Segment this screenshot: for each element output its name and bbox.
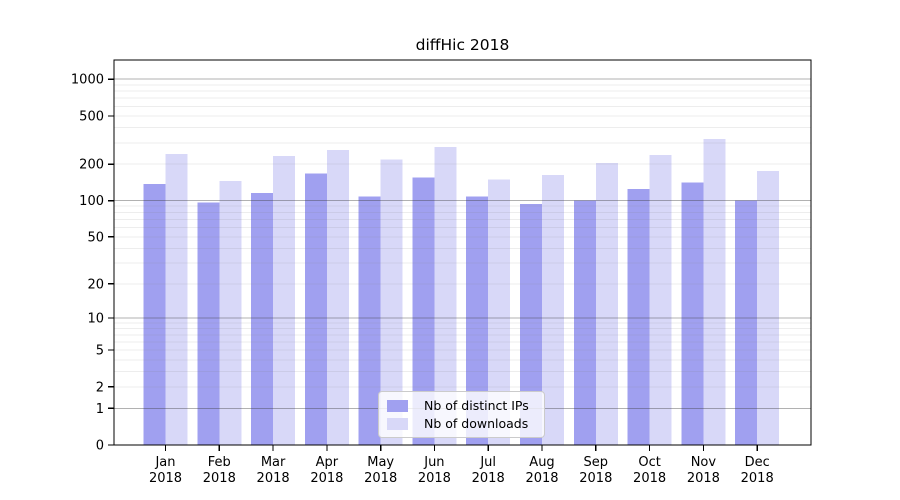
x-tick-label-apr: Apr 2018	[310, 455, 343, 486]
bar-dec-nb-of-downloads	[757, 171, 780, 445]
y-axis: 0 1 2 5 10 20 50 100 200 500 1000	[71, 73, 114, 454]
y-tick-label-20: 20	[87, 277, 104, 292]
bar-jan-nb-of-distinct-ips	[143, 184, 166, 445]
x-tick-label-dec: Dec 2018	[741, 455, 774, 486]
x-tick-label-sep: Sep 2018	[579, 455, 612, 486]
y-tick-label-50: 50	[87, 230, 104, 245]
plot-frame	[113, 59, 812, 446]
y-tick-label-1000: 1000	[71, 73, 104, 88]
y-tick-label-1: 1	[96, 402, 104, 417]
legend-item-distinct-ips: Nb of distinct IPs	[387, 398, 536, 413]
bar-jun-nb-of-downloads	[434, 146, 457, 445]
y-tick-label-200: 200	[79, 158, 104, 173]
bar-feb-nb-of-downloads	[219, 181, 242, 445]
x-tick-label-jun: Jun 2018	[418, 455, 451, 486]
bar-sep-nb-of-distinct-ips	[573, 200, 596, 445]
y-tick-label-10: 10	[87, 312, 104, 327]
bar-nov-nb-of-downloads	[703, 139, 726, 445]
chart-legend: Nb of distinct IPs Nb of downloads	[378, 391, 545, 438]
x-axis: Jan 2018 Feb 2018 Mar 2018 Apr 2018 May 2018 Jun 20…	[149, 445, 774, 486]
y-tick-label-100: 100	[79, 194, 104, 209]
x-tick-label-may: May 2018	[364, 455, 397, 486]
bar-jul-nb-of-downloads	[488, 179, 511, 445]
bar-dec-nb-of-distinct-ips	[735, 200, 758, 445]
x-tick-label-oct: Oct 2018	[633, 455, 666, 486]
x-tick-label-feb: Feb 2018	[203, 455, 236, 486]
bar-mar-nb-of-downloads	[273, 156, 296, 445]
legend-label-downloads: Nb of downloads	[424, 416, 529, 431]
x-tick-label-nov: Nov 2018	[687, 455, 720, 486]
bar-jun-nb-of-distinct-ips	[412, 177, 435, 445]
bar-mar-nb-of-distinct-ips	[251, 192, 274, 445]
y-gridlines	[114, 78, 811, 409]
bars-nb-of-distinct-ips	[143, 173, 758, 446]
bar-aug-nb-of-downloads	[542, 175, 564, 445]
bar-oct-nb-of-downloads	[649, 155, 672, 445]
bar-aug-nb-of-distinct-ips	[520, 203, 542, 445]
bar-jul-nb-of-distinct-ips	[466, 196, 489, 445]
y-tick-label-2: 2	[96, 380, 104, 395]
bar-apr-nb-of-downloads	[326, 150, 349, 445]
legend-swatch-distinct-ips	[387, 399, 408, 412]
bar-may-nb-of-distinct-ips	[358, 196, 381, 445]
y-tick-label-0: 0	[96, 439, 104, 454]
x-tick-label-jan: Jan 2018	[149, 455, 182, 486]
y-tick-label-5: 5	[96, 344, 104, 359]
bars-nb-of-downloads	[165, 139, 780, 445]
bar-feb-nb-of-distinct-ips	[197, 202, 220, 445]
bar-apr-nb-of-distinct-ips	[304, 173, 327, 445]
x-tick-label-jul: Jul 2018	[472, 455, 505, 486]
y-tick-label-500: 500	[79, 109, 104, 124]
bar-jan-nb-of-downloads	[165, 154, 188, 445]
legend-item-downloads: Nb of downloads	[387, 416, 536, 431]
x-tick-label-aug: Aug 2018	[525, 455, 558, 486]
legend-label-distinct-ips: Nb of distinct IPs	[424, 398, 529, 413]
bar-may-nb-of-downloads	[380, 159, 403, 445]
legend-swatch-downloads	[387, 417, 408, 430]
chart-title: diffHic 2018	[415, 36, 510, 54]
bar-nov-nb-of-distinct-ips	[681, 182, 704, 446]
bar-sep-nb-of-downloads	[595, 163, 618, 445]
x-tick-label-mar: Mar 2018	[257, 455, 290, 486]
bar-oct-nb-of-distinct-ips	[627, 189, 650, 445]
